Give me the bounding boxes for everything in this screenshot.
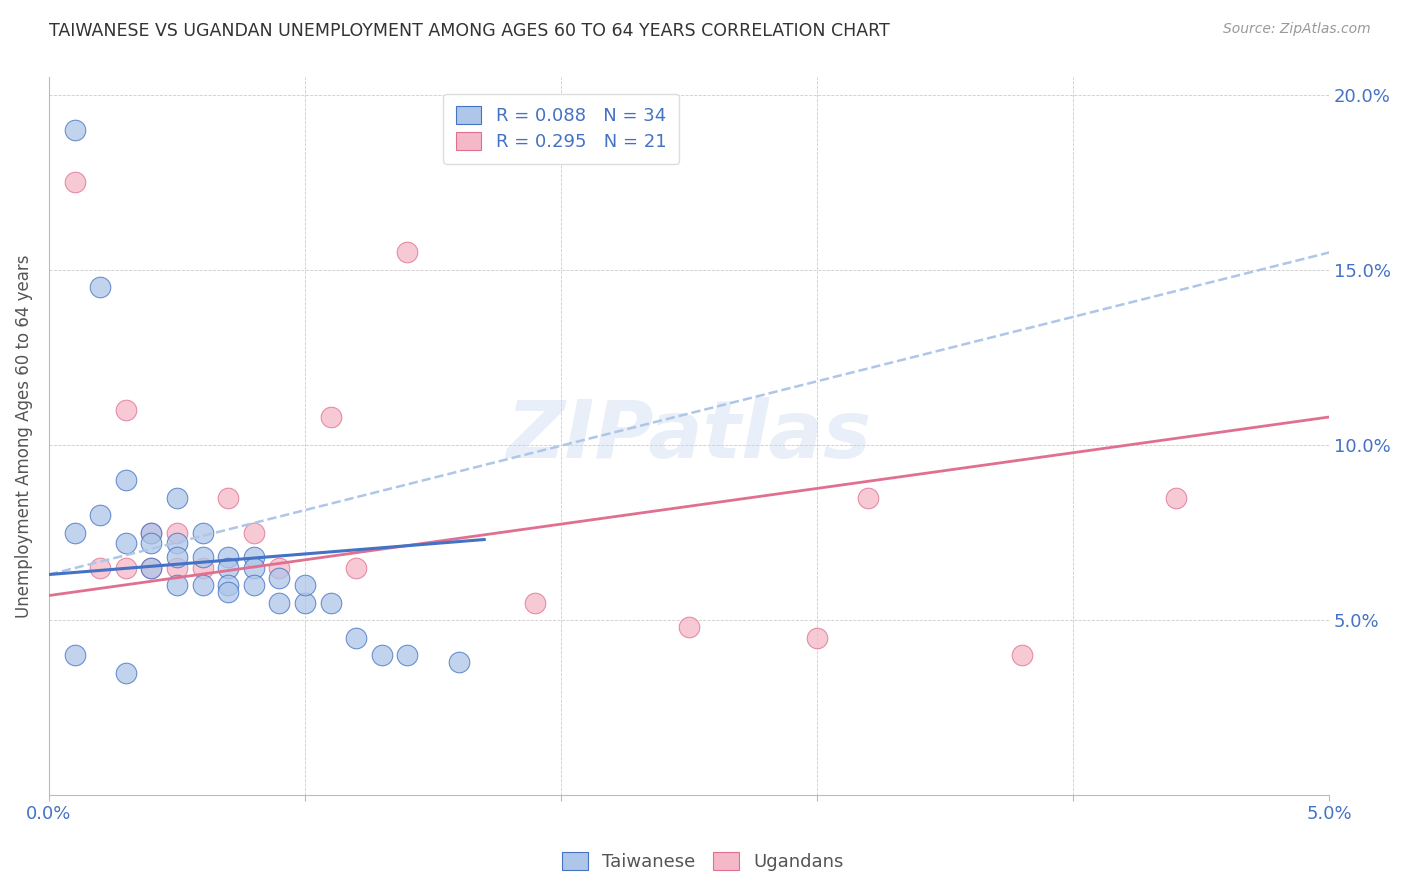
Y-axis label: Unemployment Among Ages 60 to 64 years: Unemployment Among Ages 60 to 64 years [15, 254, 32, 618]
Point [166, 491, 188, 505]
Point [191, 578, 214, 592]
Point [396, 648, 419, 662]
Point [166, 578, 188, 592]
Point [114, 536, 136, 550]
Point [114, 560, 136, 574]
Point [217, 578, 239, 592]
Point [243, 525, 266, 540]
Point [806, 631, 828, 645]
Point [319, 595, 342, 609]
Point [344, 560, 367, 574]
Point [524, 595, 547, 609]
Text: ZIPatlas: ZIPatlas [506, 397, 872, 475]
Point [217, 491, 239, 505]
Point [141, 525, 163, 540]
Point [63, 123, 86, 137]
Point [63, 648, 86, 662]
Point [89, 508, 111, 522]
Point [141, 560, 163, 574]
Point [678, 620, 700, 634]
Point [166, 536, 188, 550]
Point [319, 409, 342, 424]
Point [344, 631, 367, 645]
Legend: R = 0.088   N = 34, R = 0.295   N = 21: R = 0.088 N = 34, R = 0.295 N = 21 [443, 94, 679, 164]
Point [89, 280, 111, 294]
Legend: Taiwanese, Ugandans: Taiwanese, Ugandans [555, 846, 851, 879]
Point [217, 585, 239, 599]
Point [1164, 491, 1187, 505]
Point [191, 549, 214, 564]
Point [114, 665, 136, 680]
Point [63, 176, 86, 190]
Point [243, 560, 266, 574]
Point [166, 525, 188, 540]
Point [63, 525, 86, 540]
Text: TAIWANESE VS UGANDAN UNEMPLOYMENT AMONG AGES 60 TO 64 YEARS CORRELATION CHART: TAIWANESE VS UGANDAN UNEMPLOYMENT AMONG … [49, 22, 890, 40]
Point [243, 549, 266, 564]
Point [447, 655, 470, 669]
Point [269, 571, 291, 585]
Text: Source: ZipAtlas.com: Source: ZipAtlas.com [1223, 22, 1371, 37]
Point [269, 595, 291, 609]
Point [141, 525, 163, 540]
Point [217, 560, 239, 574]
Point [141, 560, 163, 574]
Point [166, 560, 188, 574]
Point [269, 560, 291, 574]
Point [1011, 648, 1033, 662]
Point [191, 560, 214, 574]
Point [114, 403, 136, 417]
Point [114, 473, 136, 487]
Point [371, 648, 394, 662]
Point [217, 549, 239, 564]
Point [396, 245, 419, 260]
Point [294, 578, 316, 592]
Point [141, 536, 163, 550]
Point [166, 549, 188, 564]
Point [858, 491, 880, 505]
Point [191, 525, 214, 540]
Point [89, 560, 111, 574]
Point [294, 595, 316, 609]
Point [243, 578, 266, 592]
